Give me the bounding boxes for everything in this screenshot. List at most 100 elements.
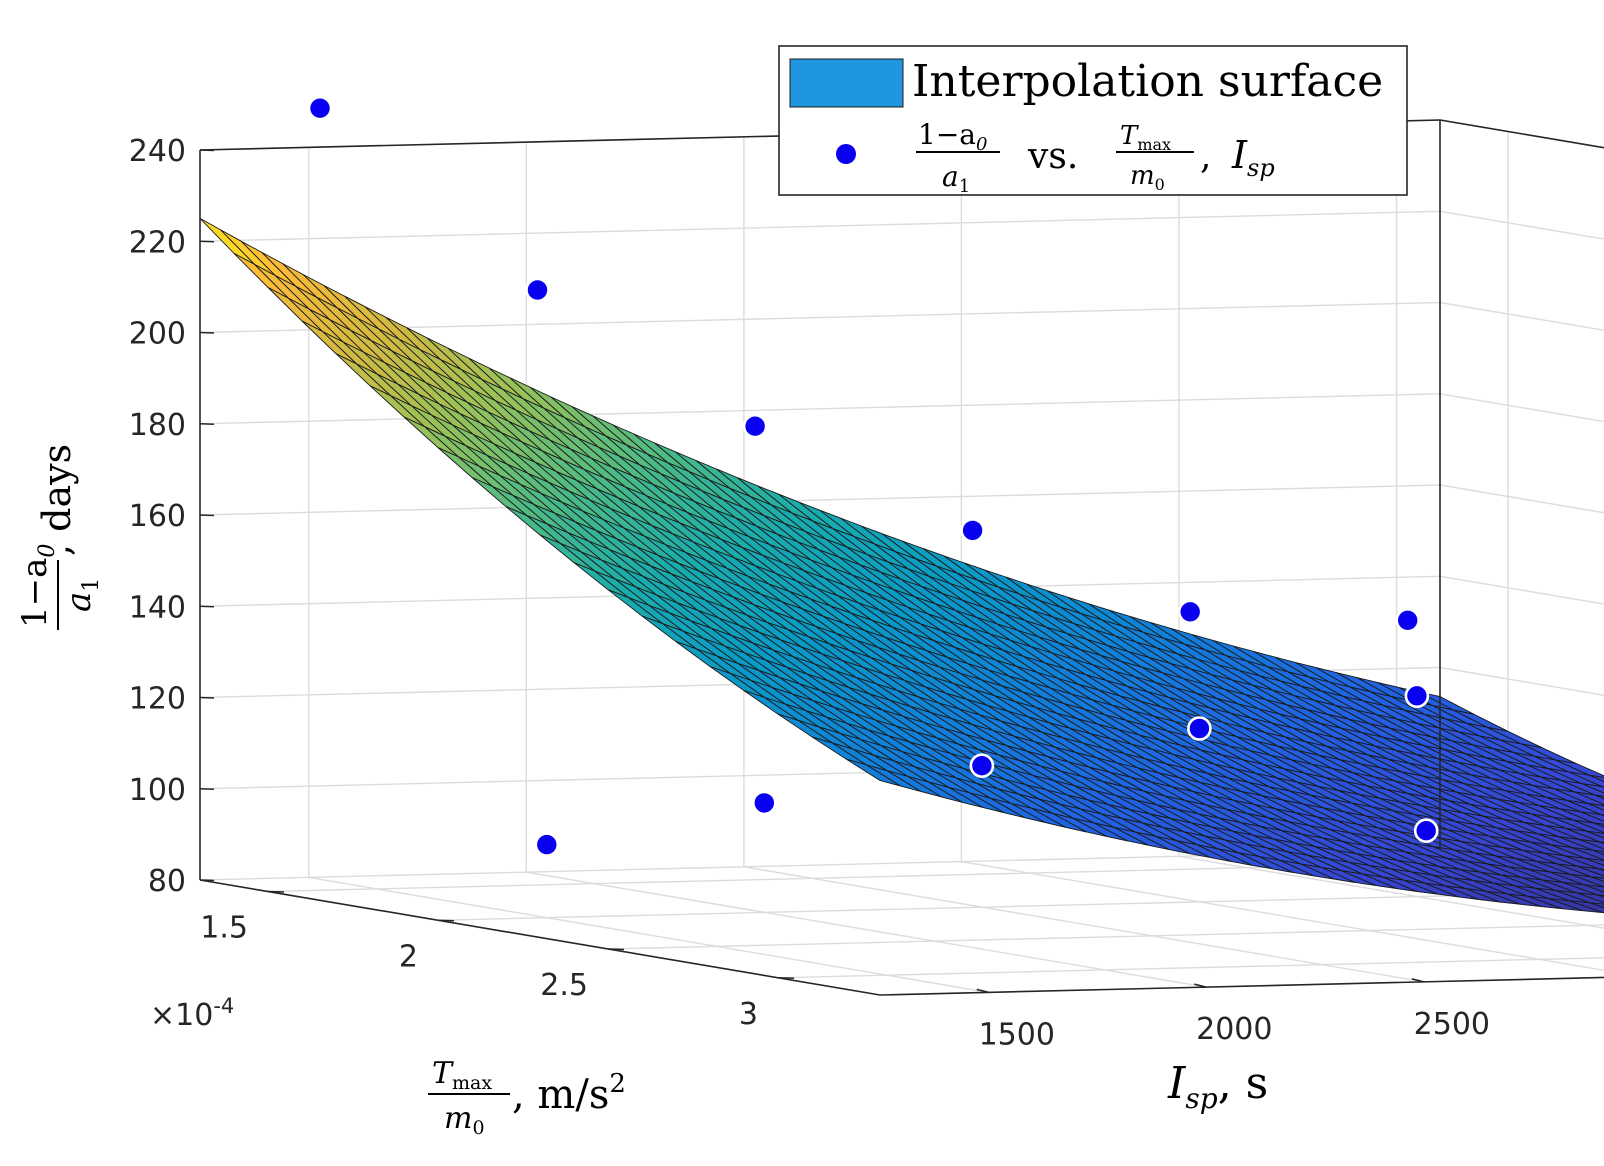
y-axis-line [879,976,1604,996]
z-tick-label: 220 [129,225,186,260]
surface-patch [1581,783,1604,794]
surface-patch [1555,890,1604,905]
data-point [969,753,995,779]
x-tick-label: 3 [739,997,758,1032]
y-axis-label: Isp, s [1167,1058,1268,1115]
tick-labels: 80 100 120 140 160 180 200 220 240 1.5 2 2.5 3 1500 20… [129,134,1490,1052]
z-label-unit: , days [35,444,79,556]
surface-patch [1553,788,1604,807]
surface-patch [1601,814,1604,817]
x-tick [267,890,285,893]
surface-patch [1598,868,1604,872]
z-tick-label: 120 [129,682,186,717]
surface-patch [1567,799,1604,816]
y-tick [1194,983,1207,988]
data-point [534,832,560,857]
surface-patch [1583,884,1604,893]
x-label-denominator: m0 [444,1101,485,1139]
x-tick-label: 2.5 [540,968,588,1003]
x-tick [777,976,795,980]
surface-patch [1557,863,1604,879]
z-label-numerator: 1−a0 [15,544,60,628]
y-tick [976,988,989,994]
z-tick-label: 200 [129,317,186,352]
legend-frac1-den: a1 [942,160,970,197]
y-tick [1411,978,1425,983]
z-tick [199,787,215,791]
surface-patch [1587,803,1604,811]
surface-patch [1571,847,1604,861]
surface-patch [1576,892,1604,903]
x-tick [607,948,625,951]
z-tick-label: 140 [129,590,186,625]
surface-patch [1593,822,1604,828]
surface-patch [1561,779,1604,797]
z-tick-label: 180 [129,408,186,443]
legend-frac2-num: Tmax [1120,121,1171,154]
legend-points-marker [836,144,856,164]
surface-patch [1577,865,1604,877]
grid-line-y [743,136,1425,983]
surface-patch [1599,841,1604,845]
x-axis-line [199,879,881,996]
surface-patch [1579,838,1604,850]
z-tick [199,240,215,243]
data-points [307,95,1439,857]
legend-frac1-num: 1−a0 [918,118,987,155]
surface-patch [1573,819,1604,834]
surface-patch [1563,882,1604,897]
legend-surface-label: Interpolation surface [912,56,1383,107]
surface-patch [1574,791,1604,805]
grid-line-y [960,131,1604,971]
back-top-line-right [1439,119,1604,149]
data-point [1395,607,1420,633]
surface-patch [1549,871,1604,888]
z-tick [199,331,215,334]
surface-patch [1559,808,1604,825]
surface-patch [1565,827,1604,844]
data-point [960,518,985,543]
z-tick [199,696,215,699]
grid-line-y [308,147,989,994]
y-tick-label: 2500 [1414,1007,1490,1042]
x-label-numerator: Tmax [432,1056,492,1094]
data-point [1187,716,1212,741]
grid-line-x [777,957,1604,979]
z-label-denominator: a1 [59,578,104,612]
grid-line-y [1178,126,1604,929]
data-point [1404,683,1430,709]
x-exponent: ×10-4 [150,994,234,1033]
y-tick-label: 2000 [1196,1012,1272,1047]
surface-patch [1591,876,1604,882]
surface-patch [1589,774,1604,783]
legend-vs: vs. [1027,136,1078,177]
data-point [307,95,333,121]
legend-surface-swatch [789,58,904,108]
z-tick [199,514,215,517]
surface-patch [1555,759,1604,778]
surface-patch [1592,849,1604,855]
x-tick-label: 2 [399,939,418,974]
surface-patch [1585,857,1604,866]
surface-patch [1580,811,1604,822]
z-tick-label: 240 [129,134,186,169]
surface-patch [1586,830,1604,839]
data-point [1177,599,1203,625]
z-tick-label: 100 [129,773,186,808]
z-tick [199,879,215,882]
legend-comma: , [1200,136,1211,177]
surface-patch [1570,874,1604,888]
surface-patch [1564,855,1604,870]
y-tick-label: 1500 [979,1017,1055,1052]
z-axis-label: 1−a0 a1 , days [15,444,104,630]
x-axis-label: Tmax m0 , m/s2 [428,1056,626,1139]
z-tick [199,605,215,608]
data-point [742,413,768,439]
x-tick-label: 1.5 [200,911,248,946]
interpolation-surface [199,218,1604,914]
surface-patch [1597,894,1604,898]
surface-patch [1558,836,1604,853]
x-tick [437,919,455,922]
z-tick [199,422,215,426]
